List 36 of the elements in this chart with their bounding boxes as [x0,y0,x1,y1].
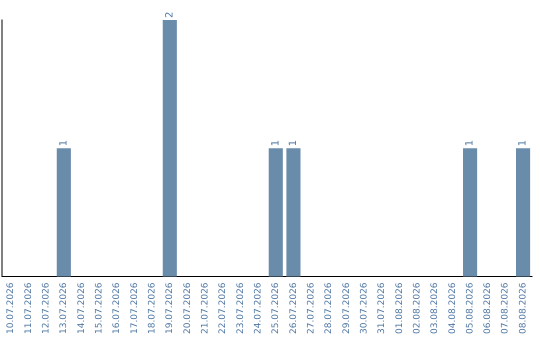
data-label: 2 [164,12,176,18]
x-tick-label: 08.08.2026 [518,282,528,334]
x-tick-label: 20.07.2026 [182,282,193,334]
data-label: 1 [288,140,300,146]
x-tick-label: 31.07.2026 [377,282,388,334]
x-tick-label: 22.07.2026 [218,282,228,334]
x-tick-label: 19.07.2026 [165,282,176,334]
x-tick-label: 04.08.2026 [448,282,458,334]
x-tick-label: 24.07.2026 [253,282,264,334]
x-tick-label: 12.07.2026 [42,282,52,334]
x-tick-label: 05.08.2026 [465,282,476,334]
x-tick-label: 16.07.2026 [112,282,122,334]
data-label: 1 [58,140,70,146]
x-tick-label: 27.07.2026 [306,282,316,334]
x-tick-label: 13.07.2026 [59,282,70,334]
data-label: 1 [464,140,476,146]
x-tick-label: 02.08.2026 [412,282,422,334]
data-label: 1 [270,140,282,146]
x-tick-label: 21.07.2026 [200,282,210,334]
x-tick-label: 30.07.2026 [359,282,370,334]
x-tick-label: 15.07.2026 [94,282,104,334]
x-tick-label: 28.07.2026 [324,282,334,334]
x-tick-label: 23.07.2026 [236,282,246,334]
x-tick-label: 06.08.2026 [483,282,494,334]
x-tick-label: 25.07.2026 [271,282,282,334]
x-tick-label: 07.08.2026 [500,282,511,334]
x-tick-label: 18.07.2026 [147,282,158,334]
x-tick-label: 01.08.2026 [394,282,405,334]
x-tick-label: 03.08.2026 [430,282,440,334]
x-tick-label: 14.07.2026 [76,282,87,334]
x-tick-label: 10.07.2026 [6,282,16,334]
x-tick-label: 29.07.2026 [342,282,352,334]
x-tick-label: 17.07.2026 [130,282,140,334]
x-tick-label: 26.07.2026 [288,282,299,334]
x-tick-label: 11.07.2026 [24,282,34,334]
data-label: 1 [518,140,529,146]
